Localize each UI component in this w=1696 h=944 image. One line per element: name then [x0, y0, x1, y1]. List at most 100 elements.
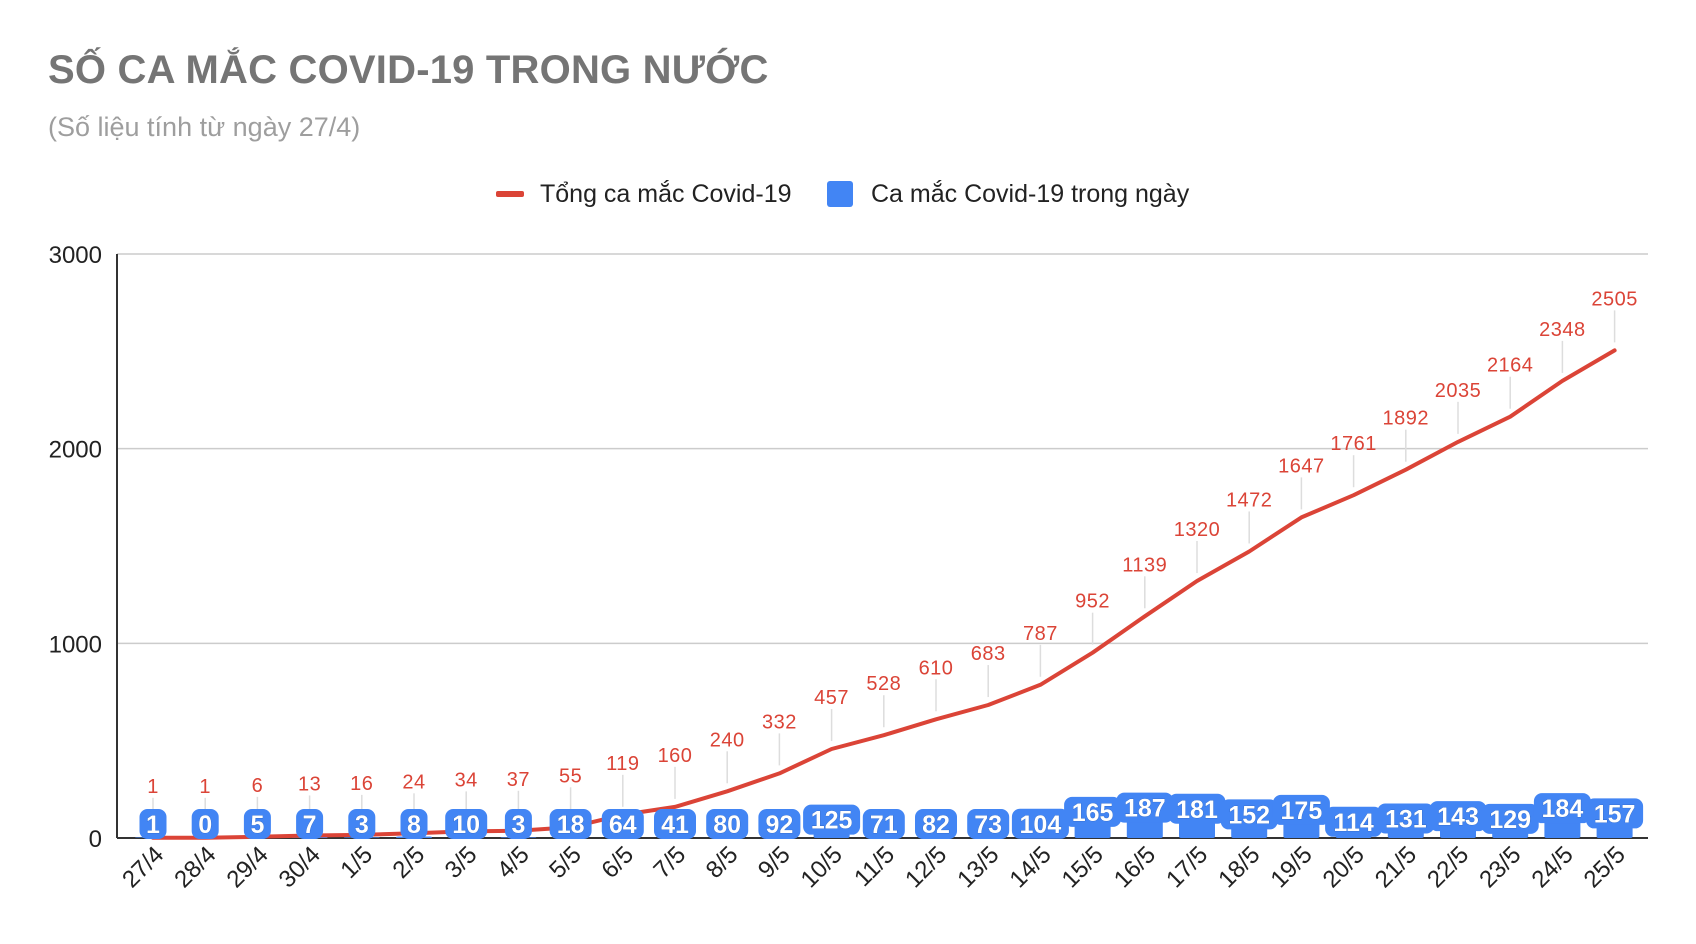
x-tick-label: 29/4 — [222, 841, 274, 893]
daily-data-label: 152 — [1228, 801, 1270, 829]
daily-label-badge — [967, 809, 1010, 839]
total-data-label: 683 — [971, 643, 1006, 665]
legend-label-daily: Ca mắc Covid-19 trong ngày — [871, 179, 1190, 208]
total-data-label: 2164 — [1487, 355, 1534, 377]
daily-label-badge — [706, 809, 749, 839]
legend-label-total: Tổng ca mắc Covid-19 — [540, 179, 792, 208]
y-tick-label: 3000 — [49, 242, 102, 269]
total-data-label: 610 — [919, 657, 954, 679]
x-tick-label: 28/4 — [169, 841, 221, 893]
total-data-label: 240 — [710, 729, 745, 751]
daily-data-label: 92 — [765, 811, 793, 839]
daily-data-label: 104 — [1020, 811, 1062, 839]
daily-data-label: 71 — [870, 811, 898, 839]
daily-data-label: 5 — [250, 811, 264, 839]
x-tick-label: 18/5 — [1213, 841, 1265, 893]
legend-line-swatch — [496, 191, 524, 197]
daily-label-badge — [191, 809, 219, 839]
x-tick-label: 20/5 — [1318, 841, 1370, 893]
daily-label-badge — [601, 809, 644, 839]
total-data-label: 1 — [199, 776, 211, 798]
total-data-label: 1761 — [1330, 433, 1377, 455]
total-data-label: 1139 — [1122, 554, 1167, 576]
total-data-label: 55 — [559, 765, 582, 787]
daily-label-badge — [400, 809, 428, 839]
daily-label-badge — [758, 809, 801, 839]
daily-data-label: 80 — [713, 811, 741, 839]
daily-data-label: 3 — [355, 811, 369, 839]
total-data-label: 13 — [298, 773, 321, 795]
x-tick-label: 5/5 — [544, 841, 587, 884]
x-tick-label: 10/5 — [796, 841, 848, 893]
total-data-label: 24 — [402, 771, 425, 793]
total-data-label: 952 — [1075, 591, 1110, 613]
daily-data-label: 184 — [1542, 795, 1584, 823]
daily-data-label: 143 — [1437, 803, 1479, 831]
daily-data-label: 114 — [1333, 809, 1373, 837]
total-data-label: 119 — [606, 753, 639, 775]
total-data-label: 457 — [814, 687, 849, 709]
total-data-label: 37 — [507, 769, 530, 791]
x-tick-label: 9/5 — [753, 841, 796, 884]
total-data-label: 16 — [350, 773, 373, 795]
daily-label-badge — [1325, 806, 1383, 837]
total-data-label: 34 — [455, 769, 478, 791]
daily-label-badge — [139, 809, 167, 839]
chart-title: SỐ CA MẮC COVID-19 TRONG NƯỚC — [48, 48, 769, 92]
total-data-label: 787 — [1023, 623, 1058, 645]
x-tick-label: 25/5 — [1579, 841, 1631, 893]
daily-label-badge — [549, 809, 592, 839]
daily-label-badge — [1533, 793, 1591, 824]
daily-data-label: 181 — [1176, 796, 1218, 824]
y-tick-label: 1000 — [49, 631, 102, 658]
daily-label-badge — [1586, 798, 1644, 829]
x-tick-label: 4/5 — [492, 841, 535, 884]
x-tick-label: 11/5 — [849, 841, 900, 892]
y-tick-label: 0 — [89, 826, 102, 853]
total-data-label: 332 — [762, 711, 797, 733]
legend-item-total: Tổng ca mắc Covid-19 — [496, 176, 792, 212]
daily-data-label: 3 — [511, 811, 525, 839]
daily-data-label: 157 — [1594, 800, 1636, 828]
total-data-label: 2348 — [1539, 319, 1586, 341]
legend-item-daily: Ca mắc Covid-19 trong ngày — [827, 176, 1189, 212]
daily-label-badge — [296, 809, 324, 839]
total-data-label: 6 — [252, 775, 264, 797]
daily-label-badge — [915, 809, 957, 839]
daily-data-label: 41 — [661, 811, 689, 839]
x-tick-label: 22/5 — [1422, 841, 1474, 893]
x-tick-label: 2/5 — [388, 841, 431, 884]
x-tick-label: 30/4 — [274, 841, 326, 893]
daily-data-label: 73 — [974, 811, 1002, 839]
total-data-label: 1647 — [1278, 455, 1325, 477]
total-cases-line — [151, 348, 1617, 840]
total-data-label: 1320 — [1174, 519, 1221, 541]
daily-label-badge — [1011, 808, 1069, 839]
daily-label-badge — [1116, 792, 1174, 823]
daily-label-badge — [445, 809, 488, 839]
total-data-label: 1472 — [1226, 489, 1273, 511]
x-tick-label: 12/5 — [900, 841, 952, 893]
x-tick-label: 1/5 — [335, 841, 378, 884]
chart-legend: Tổng ca mắc Covid-19 Ca mắc Covid-19 tro… — [0, 176, 1696, 212]
x-tick-label: 16/5 — [1109, 841, 1161, 893]
daily-label-badge — [1272, 794, 1330, 825]
x-tick-label: 3/5 — [440, 841, 483, 884]
total-data-label: 160 — [658, 745, 693, 767]
daily-label-badge — [1168, 793, 1226, 824]
total-data-label: 2035 — [1435, 380, 1482, 402]
x-tick-label: 24/5 — [1527, 841, 1579, 893]
daily-data-label: 1 — [146, 811, 160, 839]
x-tick-label: 13/5 — [952, 841, 1004, 893]
x-tick-label: 21/5 — [1370, 841, 1422, 893]
daily-data-label: 8 — [407, 811, 421, 839]
daily-label-badge — [243, 809, 271, 839]
x-tick-label: 27/4 — [117, 841, 169, 893]
daily-data-label: 165 — [1072, 799, 1114, 827]
daily-data-label: 129 — [1489, 806, 1531, 834]
daily-label-badge — [348, 809, 376, 839]
daily-label-badge — [803, 804, 861, 835]
daily-data-label: 187 — [1124, 795, 1166, 823]
daily-data-label: 18 — [557, 811, 585, 839]
